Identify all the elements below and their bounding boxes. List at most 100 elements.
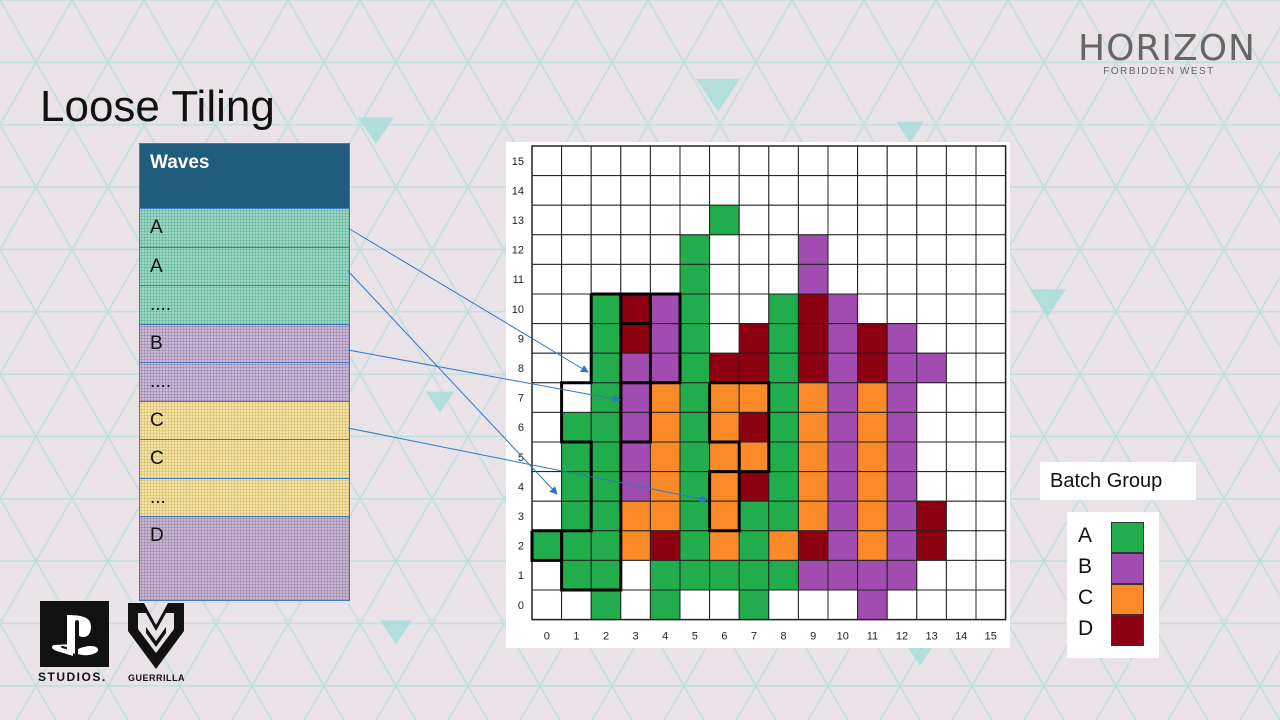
- grid-cell: [886, 589, 918, 621]
- grid-cell: [738, 145, 770, 177]
- grid-cell: [797, 352, 829, 384]
- x-tick-label: 3: [633, 631, 639, 643]
- grid-cell: [620, 589, 651, 621]
- grid-cell: [620, 352, 651, 384]
- grid-cell: [531, 589, 563, 621]
- horizon-logo: HORIZON FORBIDDEN WEST: [1078, 30, 1255, 78]
- grid-cell: [975, 382, 1007, 413]
- x-tick-label: 15: [985, 631, 997, 643]
- grid-cell: [531, 263, 563, 295]
- x-tick-label: 5: [692, 631, 698, 643]
- guerrilla-logo: [128, 603, 184, 669]
- grid-cell: [768, 500, 799, 532]
- grid-cell: [857, 559, 888, 591]
- grid-cell: [916, 263, 947, 295]
- logo-sub-text: FORBIDDEN WEST: [1103, 66, 1215, 77]
- grid-cell: [945, 471, 977, 502]
- grid-cell: [797, 323, 829, 354]
- grid-cell: [827, 204, 859, 236]
- y-tick-label: 0: [518, 600, 524, 612]
- x-tick-label: 8: [781, 631, 787, 643]
- wave-row: C: [140, 440, 349, 479]
- grid-cell: [916, 441, 947, 473]
- grid-cell: [709, 441, 740, 473]
- grid-cell: [738, 441, 770, 473]
- wave-row: A: [140, 247, 349, 286]
- grid-cell: [945, 234, 977, 265]
- playstation-logo: [40, 601, 109, 667]
- grid-cell: [857, 204, 888, 236]
- grid-cell: [857, 234, 888, 265]
- x-tick-label: 7: [751, 631, 757, 643]
- x-tick-label: 12: [896, 631, 908, 643]
- y-tick-label: 9: [518, 333, 524, 345]
- grid-cell: [561, 589, 592, 621]
- grid-cell: [561, 352, 592, 384]
- grid-cell: [679, 175, 711, 206]
- grid-cell: [945, 145, 977, 177]
- y-tick-label: 12: [512, 245, 524, 257]
- grid-cell: [797, 500, 829, 532]
- grid-cell: [738, 411, 770, 443]
- grid-cell: [827, 411, 859, 443]
- grid-cell: [797, 234, 829, 265]
- grid-cell: [975, 559, 1007, 591]
- legend-item: D: [1067, 615, 1159, 646]
- y-tick-label: 15: [512, 156, 524, 168]
- grid-cell: [561, 175, 592, 206]
- grid-cell: [531, 204, 563, 236]
- grid-cell: [709, 175, 740, 206]
- grid-cell: [916, 500, 947, 532]
- grid-cell: [709, 589, 740, 621]
- wave-outline: [530, 529, 564, 562]
- grid-cell: [827, 323, 859, 354]
- grid-cell: [886, 500, 918, 532]
- grid-cell: [857, 175, 888, 206]
- grid-cell: [768, 293, 799, 325]
- grid-cell: [768, 263, 799, 295]
- y-tick-label: 14: [512, 185, 524, 197]
- grid-cell: [709, 263, 740, 295]
- grid-cell: [620, 293, 651, 325]
- legend-title: Batch Group: [1040, 462, 1196, 500]
- y-tick-label: 2: [518, 541, 524, 553]
- grid-cell: [916, 323, 947, 354]
- grid-cell: [857, 500, 888, 532]
- y-tick-label: 6: [518, 422, 524, 434]
- grid-cell: [620, 234, 651, 265]
- grid-cell: [679, 234, 711, 265]
- grid-cell: [945, 175, 977, 206]
- grid-cell: [916, 234, 947, 265]
- grid-cell: [945, 323, 977, 354]
- grid-cell: [561, 263, 592, 295]
- y-tick-label: 10: [512, 304, 524, 316]
- wave-row: ....: [140, 286, 349, 325]
- grid-cell: [827, 175, 859, 206]
- grid-cell: [975, 145, 1007, 177]
- grid-cell: [709, 559, 740, 591]
- grid-cell: [620, 471, 651, 502]
- grid-cell: [620, 411, 651, 443]
- grid-cell: [561, 293, 592, 325]
- legend-swatch: [1111, 522, 1144, 553]
- grid-cell: [679, 352, 711, 384]
- grid-cell: [945, 352, 977, 384]
- grid-cell: [738, 382, 770, 413]
- grid-cell: [768, 559, 799, 591]
- grid-cell: [797, 411, 829, 443]
- grid-cell: [531, 175, 563, 206]
- grid-cell: [827, 263, 859, 295]
- legend-label: C: [1078, 586, 1094, 609]
- grid-cell: [886, 559, 918, 591]
- grid-cell: [975, 175, 1007, 206]
- legend-swatch: [1111, 553, 1144, 584]
- grid-cell: [768, 441, 799, 473]
- grid-cell: [827, 559, 859, 591]
- grid-cell: [857, 382, 888, 413]
- legend-label: D: [1078, 617, 1094, 640]
- grid-cell: [975, 263, 1007, 295]
- grid-cell: [945, 293, 977, 325]
- grid-cell: [620, 500, 651, 532]
- grid-cell: [590, 175, 622, 206]
- grid-cell: [679, 382, 711, 413]
